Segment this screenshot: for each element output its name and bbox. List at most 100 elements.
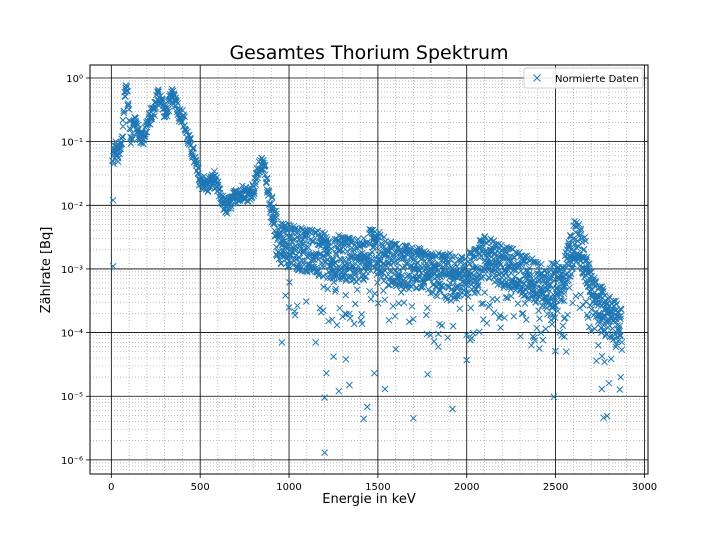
data-point bbox=[124, 100, 132, 107]
data-point bbox=[118, 133, 126, 141]
data-point-stroke bbox=[232, 186, 240, 194]
data-point bbox=[190, 144, 197, 151]
data-point-stroke bbox=[141, 132, 149, 140]
data-point-stroke bbox=[214, 179, 221, 187]
data-point bbox=[184, 128, 191, 135]
data-point-stroke bbox=[208, 171, 216, 179]
data-point-stroke bbox=[114, 154, 122, 162]
data-point bbox=[151, 112, 158, 120]
data-point bbox=[258, 166, 266, 174]
data-point-stroke bbox=[172, 97, 180, 104]
data-points bbox=[109, 82, 626, 456]
data-point-stroke bbox=[119, 116, 127, 124]
data-point-stroke bbox=[271, 220, 279, 228]
data-point-stroke bbox=[163, 112, 171, 120]
data-point bbox=[271, 220, 279, 228]
data-point bbox=[273, 243, 280, 251]
data-point bbox=[268, 194, 276, 202]
data-point-stroke bbox=[268, 193, 276, 201]
data-point-stroke bbox=[122, 85, 130, 93]
data-point-stroke bbox=[169, 87, 177, 95]
data-point bbox=[194, 170, 202, 178]
data-point-stroke bbox=[190, 144, 197, 151]
data-point bbox=[119, 116, 127, 124]
data-point bbox=[187, 134, 194, 142]
data-point bbox=[128, 135, 136, 143]
data-point-stroke bbox=[176, 105, 184, 113]
data-point-stroke bbox=[187, 134, 194, 142]
data-point bbox=[250, 190, 258, 197]
data-point bbox=[260, 156, 267, 164]
data-point bbox=[230, 193, 237, 201]
data-point-stroke bbox=[170, 90, 178, 97]
data-point bbox=[146, 121, 154, 128]
data-point-stroke bbox=[125, 106, 133, 113]
data-point-stroke bbox=[266, 201, 273, 209]
data-point bbox=[187, 135, 194, 143]
data-point bbox=[266, 201, 273, 209]
data-point-stroke bbox=[260, 156, 267, 164]
data-point-stroke bbox=[187, 135, 194, 143]
data-point-stroke bbox=[190, 145, 197, 152]
data-point-stroke bbox=[178, 118, 186, 125]
data-point-stroke bbox=[132, 117, 140, 125]
data-point bbox=[141, 132, 149, 140]
data-point-stroke bbox=[270, 213, 278, 221]
data-point-stroke bbox=[110, 160, 117, 168]
data-point bbox=[227, 205, 235, 212]
data-point-stroke bbox=[158, 95, 166, 103]
data-point-stroke bbox=[272, 207, 279, 215]
data-point bbox=[163, 112, 171, 120]
data-point bbox=[223, 210, 231, 217]
data-point bbox=[110, 160, 117, 168]
data-point-stroke bbox=[124, 100, 132, 107]
data-point-stroke bbox=[124, 102, 132, 110]
data-point-stroke bbox=[174, 100, 182, 107]
data-point bbox=[270, 213, 278, 221]
data-point-stroke bbox=[250, 190, 258, 197]
data-point-stroke bbox=[251, 187, 258, 195]
data-point bbox=[261, 161, 269, 169]
data-point bbox=[122, 93, 129, 101]
data-point-stroke bbox=[223, 210, 231, 217]
data-point bbox=[263, 175, 271, 183]
data-point-stroke bbox=[211, 167, 218, 175]
data-point bbox=[168, 86, 176, 93]
data-point bbox=[124, 87, 131, 95]
data-point bbox=[158, 95, 166, 103]
data-point-stroke bbox=[189, 152, 196, 160]
data-point-stroke bbox=[208, 182, 216, 189]
data-point-stroke bbox=[258, 166, 266, 174]
data-point-stroke bbox=[268, 194, 276, 202]
data-point-stroke bbox=[265, 187, 273, 195]
data-point-stroke bbox=[184, 128, 191, 135]
data-point-stroke bbox=[265, 188, 273, 196]
data-point bbox=[265, 188, 273, 196]
data-point-stroke bbox=[263, 175, 271, 183]
data-point bbox=[142, 128, 150, 136]
data-point bbox=[251, 187, 258, 195]
data-point-stroke bbox=[266, 199, 274, 207]
data-point-stroke bbox=[143, 128, 151, 136]
data-point-stroke bbox=[116, 150, 124, 158]
data-point bbox=[268, 193, 276, 201]
data-point-stroke bbox=[126, 117, 134, 125]
major-grid bbox=[90, 65, 648, 474]
data-point-stroke bbox=[194, 170, 202, 178]
data-point-stroke bbox=[122, 93, 129, 101]
data-point-stroke bbox=[128, 135, 136, 143]
data-point bbox=[178, 118, 186, 125]
data-point-stroke bbox=[261, 161, 269, 169]
data-point-stroke bbox=[192, 156, 199, 164]
data-point-stroke bbox=[261, 171, 269, 179]
data-point-stroke bbox=[142, 128, 150, 136]
data-point-stroke bbox=[135, 125, 143, 133]
data-point bbox=[265, 187, 273, 195]
data-point-stroke bbox=[146, 121, 154, 128]
data-point-stroke bbox=[118, 140, 126, 147]
data-point-stroke bbox=[188, 150, 196, 158]
data-point-stroke bbox=[235, 196, 242, 204]
data-point bbox=[118, 140, 126, 147]
